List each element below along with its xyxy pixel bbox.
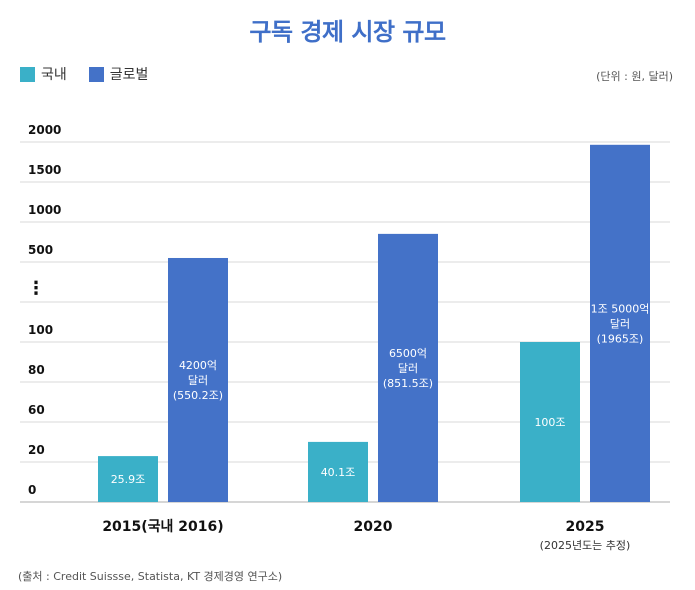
bar-data-label: 100조: [534, 416, 565, 429]
legend: 국내 글로벌: [20, 64, 170, 84]
bar-data-label: (550.2조): [173, 389, 223, 402]
x-category-note: (2025년도는 추정): [540, 539, 631, 552]
y-tick-label: 20: [28, 443, 45, 457]
bar-data-label: 25.9조: [111, 473, 146, 486]
y-tick-label: ⋮: [27, 278, 45, 299]
chart-title: 구독 경제 시장 규모: [249, 18, 446, 46]
y-tick-label: 1500: [28, 163, 61, 177]
bar-data-label: (1965조): [597, 332, 644, 345]
x-category-label: 2015(국내 2016): [102, 519, 223, 535]
legend-label-global: 글로벌: [109, 67, 149, 83]
x-category-label: 2020: [354, 519, 393, 535]
bar-data-label: (851.5조): [383, 377, 433, 390]
bar-data-label: 40.1조: [321, 466, 356, 479]
unit-note: (단위 : 원, 달러): [596, 70, 673, 83]
bar-domestic: [308, 441, 368, 502]
bar-domestic: [98, 456, 158, 502]
bar-data-label: 달러: [398, 362, 418, 375]
x-category-label: 2025: [566, 519, 605, 535]
bar-domestic: [520, 342, 580, 502]
legend-swatch-global: [88, 66, 104, 82]
bar-global: [590, 144, 650, 503]
bar-data-label: 달러: [188, 374, 208, 387]
y-tick-label: 2000: [28, 123, 61, 137]
y-tick-label: 60: [28, 403, 45, 417]
legend-swatch-domestic: [20, 66, 35, 82]
y-tick-label: 1000: [28, 203, 61, 217]
legend-item-global: 글로벌: [88, 64, 149, 84]
bar-data-label: 1조 5000억: [591, 302, 650, 315]
bar-data-label: 4200억: [179, 359, 217, 372]
bar-global: [378, 233, 438, 502]
legend-label-domestic: 국내: [41, 67, 67, 83]
y-tick-label: 80: [28, 363, 45, 377]
bar-data-label: 6500억: [389, 347, 427, 360]
y-tick-label: 500: [28, 243, 53, 257]
bar-global: [168, 257, 228, 502]
y-tick-label: 0: [28, 483, 36, 497]
bar-data-label: 달러: [610, 317, 630, 330]
legend-item-domestic: 국내: [20, 64, 67, 84]
source-note: (출처 : Credit Suissse, Statista, KT 경제경영 …: [18, 570, 283, 583]
y-tick-label: 100: [28, 323, 53, 337]
